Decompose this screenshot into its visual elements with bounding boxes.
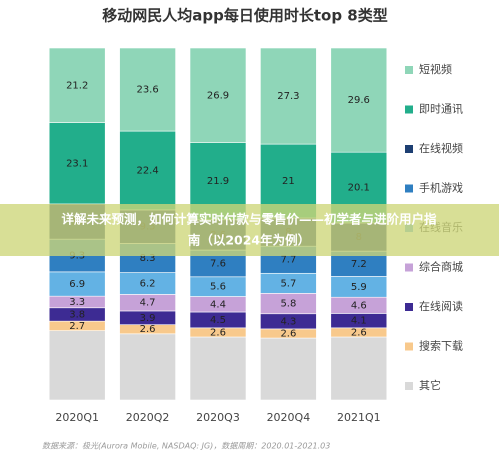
x-tick-label: 2020Q4 <box>267 411 311 424</box>
value-label: 26.9 <box>207 90 229 101</box>
value-label: 2.6 <box>351 327 367 338</box>
legend-label: 综合商城 <box>419 260 463 274</box>
value-label: 7.2 <box>351 259 367 270</box>
bar-segment <box>48 47 106 123</box>
bar-segment <box>330 47 388 153</box>
value-label: 4.7 <box>140 298 156 309</box>
value-label: 3.3 <box>69 297 85 308</box>
legend-label: 其它 <box>419 378 441 392</box>
value-label: 29.6 <box>348 95 370 106</box>
value-label: 21 <box>282 176 295 187</box>
value-label: 4.3 <box>280 316 296 327</box>
bar-segment <box>260 337 317 401</box>
value-label: 20.1 <box>348 183 370 194</box>
legend-label: 手机游戏 <box>419 181 463 195</box>
legend-swatch <box>405 342 413 351</box>
value-label: 2.6 <box>210 327 226 338</box>
legend-label: 搜索下载 <box>419 339 463 353</box>
value-label: 4.4 <box>210 299 226 310</box>
value-label: 2.7 <box>69 321 85 332</box>
value-label: 3.9 <box>140 313 156 324</box>
value-label: 23.6 <box>136 85 158 96</box>
value-label: 6.2 <box>140 278 156 289</box>
legend-label: 即时通讯 <box>419 103 463 116</box>
value-label: 8.3 <box>140 253 156 264</box>
bar-segment <box>260 47 317 145</box>
value-label: 2.6 <box>140 324 156 335</box>
overlay-banner <box>0 204 499 256</box>
legend-swatch <box>405 66 413 74</box>
bar-segment <box>48 122 106 205</box>
x-tick-label: 2020Q1 <box>55 411 99 424</box>
legend-swatch <box>405 184 413 193</box>
x-tick-label: 2020Q3 <box>196 411 240 424</box>
value-label: 4.1 <box>351 316 367 327</box>
bar-segment <box>189 47 247 143</box>
bar-segment <box>119 47 176 132</box>
value-label: 5.7 <box>280 278 296 289</box>
legend-label: 在线视频 <box>419 141 463 155</box>
legend-swatch <box>405 105 413 114</box>
bar-segment <box>119 130 176 211</box>
legend-label: 在线阅读 <box>419 299 463 313</box>
legend-swatch <box>405 145 413 153</box>
bar-segment <box>330 336 388 401</box>
legend-label: 短视频 <box>419 62 452 76</box>
value-label: 7.7 <box>280 255 296 266</box>
value-label: 27.3 <box>277 91 299 102</box>
source-note: 数据来源：极光(Aurora Mobile, NASDAQ: JG)，数据周期：… <box>42 442 330 451</box>
value-label: 5.6 <box>210 282 226 293</box>
chart-title: 移动网民人均app每日使用时长top 8类型 <box>102 7 387 25</box>
banner-line: 南（以2024年为例） <box>188 233 310 248</box>
banner-line: 详解未来预测，如何计算实时付款与零售价——初学者与进阶用户指 <box>61 212 437 227</box>
x-tick-label: 2020Q2 <box>126 411 170 424</box>
legend-swatch <box>405 303 413 311</box>
value-label: 3.8 <box>69 309 85 320</box>
value-label: 21.2 <box>66 80 88 91</box>
value-label: 5.8 <box>280 299 296 310</box>
legend-swatch <box>405 382 413 390</box>
bar-segment <box>119 333 176 401</box>
value-label: 7.6 <box>210 258 226 269</box>
value-label: 9.3 <box>69 251 85 262</box>
x-tick-label: 2021Q1 <box>337 411 381 424</box>
value-label: 4.6 <box>351 300 367 311</box>
value-label: 5.9 <box>351 282 367 293</box>
value-label: 22.4 <box>136 165 158 176</box>
value-label: 6.9 <box>69 279 85 290</box>
value-label: 21.9 <box>207 176 229 187</box>
bar-segment <box>48 330 106 401</box>
value-label: 23.1 <box>66 158 88 169</box>
legend-swatch <box>405 263 413 272</box>
value-label: 2.6 <box>280 328 296 339</box>
bar-segment <box>189 336 247 401</box>
value-label: 4.5 <box>210 315 226 326</box>
